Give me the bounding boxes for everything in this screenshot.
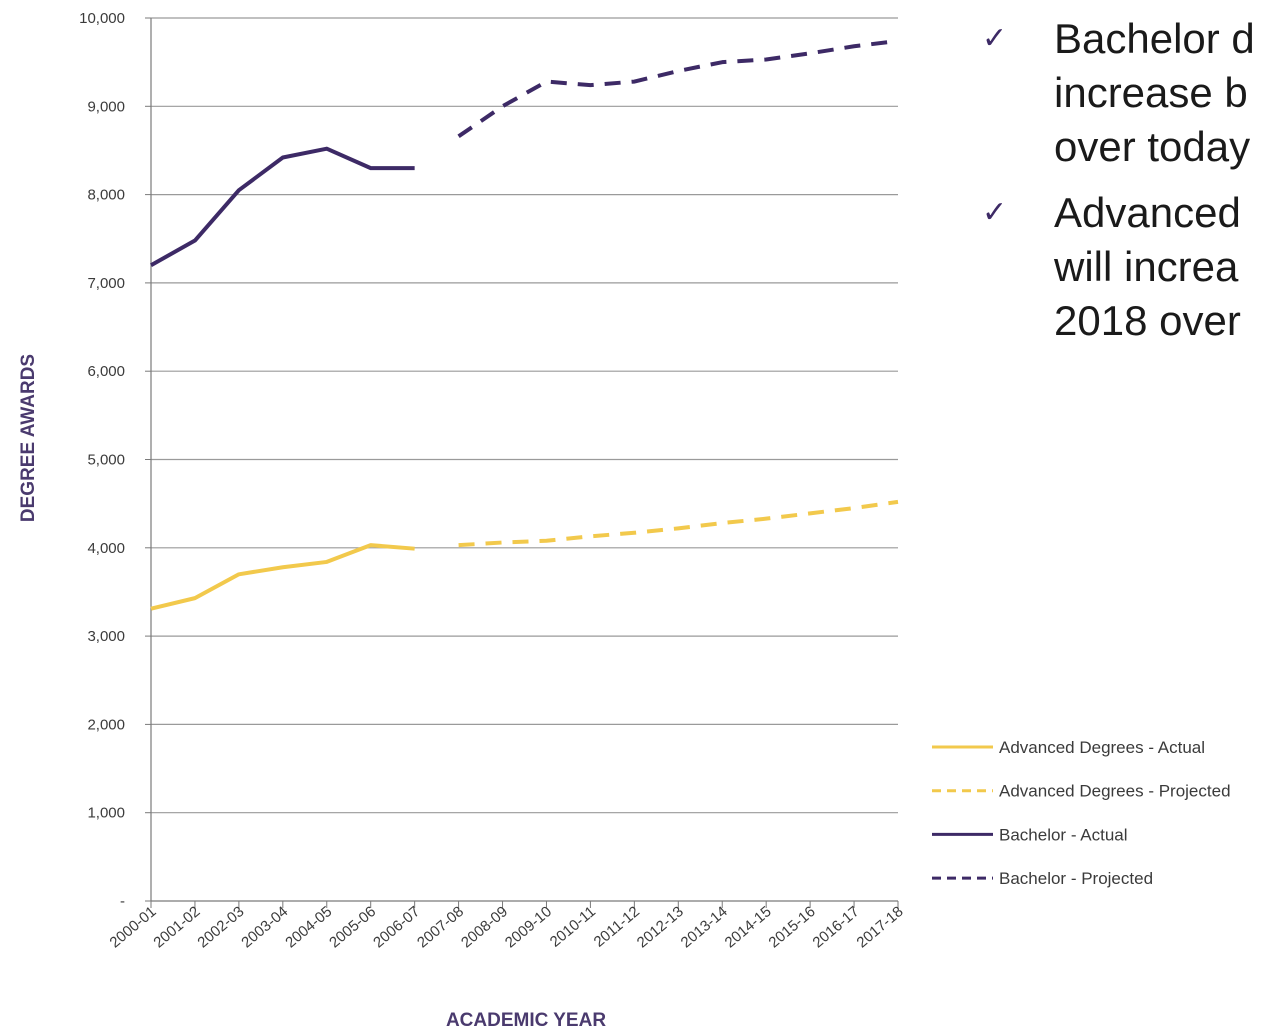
y-tick-label: 5,000 (87, 452, 125, 469)
y-tick-label: 10,000 (79, 10, 125, 27)
x-tick-label: 2012-13 (634, 903, 687, 951)
y-tick-label: 7,000 (87, 275, 125, 292)
bullet-line: over today (1054, 123, 1251, 170)
legend-label: Advanced Degrees - Actual (999, 738, 1205, 757)
gridlines (150, 17, 898, 902)
bullet-line: 2018 over (1054, 297, 1241, 344)
x-tick-label: 2013-14 (678, 903, 731, 951)
x-tick-label: 2001-02 (150, 903, 203, 951)
series-lines (150, 38, 899, 611)
legend-label: Bachelor - Actual (999, 825, 1128, 844)
x-tick-label: 2015-16 (766, 903, 819, 951)
bullet-line: will increa (1054, 243, 1239, 290)
series-line-bachelor-projected (457, 38, 899, 138)
bullet-line: Advanced (1054, 189, 1241, 236)
x-tick-label: 2003-04 (238, 903, 291, 951)
x-tick-label: 2004-05 (282, 903, 335, 951)
series-line-bachelor-actual (150, 146, 415, 267)
y-tick-label: - (120, 893, 125, 910)
y-tick-label: 3,000 (87, 628, 125, 645)
legend: Advanced Degrees - Actual Advanced Degree… (932, 738, 1231, 888)
x-tick-label: 2009-10 (502, 903, 555, 951)
y-axis-title: DEGREE AWARDS (18, 354, 39, 522)
x-tick-label: 2002-03 (194, 903, 247, 951)
y-tick-label: 9,000 (87, 98, 125, 115)
x-tick-label: 2006-07 (370, 903, 423, 951)
y-axis-ticks: - 1,000 2,000 3,000 4,000 5,000 6,000 7,000 8,00… (79, 10, 151, 910)
bullet-list: ✓ Bachelor d increase b over today ✓ Adv… (982, 12, 1288, 360)
x-tick-label: 2008-09 (458, 903, 511, 951)
y-tick-label: 1,000 (87, 805, 125, 822)
check-icon: ✓ (982, 195, 1008, 230)
x-tick-label: 2017-18 (853, 903, 906, 951)
bullet-line: Bachelor d (1054, 15, 1255, 62)
bullet-line: increase b (1054, 69, 1248, 116)
bullet-item-bachelor: ✓ Bachelor d increase b over today (982, 12, 1288, 174)
y-tick-label: 6,000 (87, 363, 125, 380)
y-tick-label: 8,000 (87, 187, 125, 204)
x-tick-label: 2014-15 (722, 903, 775, 951)
x-tick-label: 2016-17 (810, 903, 863, 951)
bullet-item-advanced: ✓ Advanced will increa 2018 over (982, 186, 1288, 348)
legend-label: Bachelor - Projected (999, 869, 1153, 888)
x-tick-label: 2005-06 (326, 903, 379, 951)
x-axis-ticks: 2000-012001-022002-032003-042004-052005-… (106, 901, 907, 951)
series-line-advanced-degrees-projected (458, 499, 899, 548)
x-tick-label: 2000-01 (106, 903, 159, 951)
x-axis-title: ACADEMIC YEAR (446, 1010, 606, 1028)
series-line-advanced-degrees-actual (150, 543, 415, 611)
check-icon: ✓ (982, 21, 1008, 56)
x-tick-label: 2010-11 (547, 903, 599, 951)
x-tick-label: 2011-12 (591, 903, 643, 951)
x-tick-label: 2007-08 (414, 903, 467, 951)
y-tick-label: 4,000 (87, 540, 125, 557)
legend-label: Advanced Degrees - Projected (999, 782, 1231, 801)
y-tick-label: 2,000 (87, 716, 125, 733)
